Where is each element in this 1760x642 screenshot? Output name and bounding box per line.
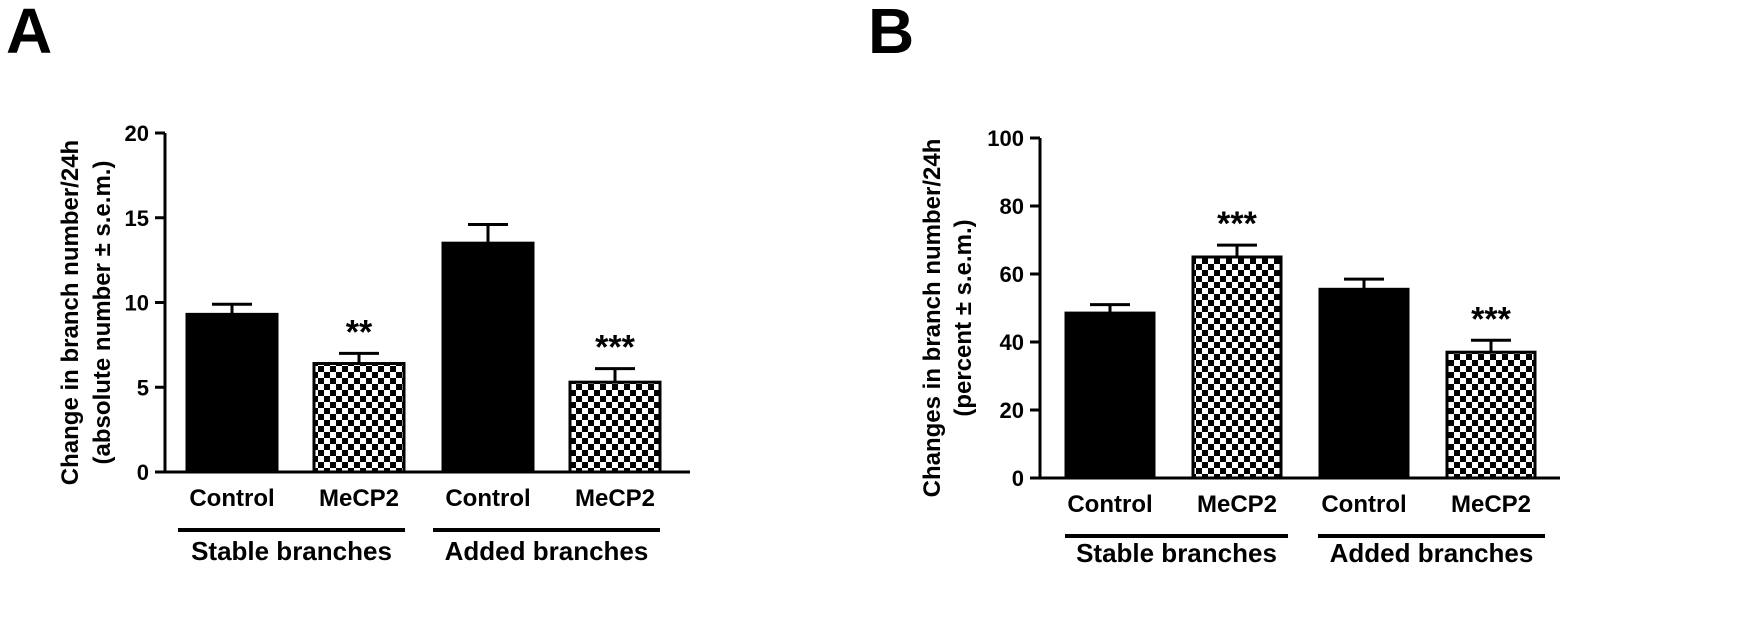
category-label: Control: [189, 485, 274, 512]
chart-b-svg: 0 20 40 60 80 100 Changes in branch number/24h…: [919, 126, 1560, 568]
y-tick-label: 0: [137, 460, 149, 485]
y-tick-label: 10: [125, 291, 149, 316]
bar-mecp2: [1191, 255, 1283, 480]
bar-control: [1064, 311, 1156, 480]
bar-mecp2: [1445, 350, 1537, 480]
bar-control: [185, 312, 279, 474]
category-label: Control: [1067, 491, 1152, 518]
chart-a-svg: 0 5 10 15 20 Change in branch number/24h (abso…: [57, 121, 690, 566]
y-tick-label: 15: [125, 206, 149, 231]
significance-marker: ***: [595, 329, 635, 367]
chart-panel-b: B 0 20 40 60 80 100 Changes in branch number/2…: [860, 0, 1760, 642]
bar-mecp2: [568, 380, 662, 474]
y-tick-label: 80: [1000, 194, 1024, 219]
y-tick-label: 5: [137, 375, 149, 400]
y-tick-label: 20: [125, 121, 149, 146]
category-label: Control: [1321, 491, 1406, 518]
bar-control: [441, 241, 535, 474]
significance-marker: ***: [1471, 300, 1511, 338]
group-label: Stable branches: [1076, 538, 1277, 568]
y-tick-label: 0: [1012, 466, 1024, 491]
y-axis-label-line2: (percent ± s.e.m.): [950, 219, 977, 416]
y-axis-label-line1: Changes in branch number/24h: [919, 139, 946, 498]
category-label: MeCP2: [575, 485, 655, 512]
bar-mecp2: [312, 362, 406, 474]
group-label: Stable branches: [191, 536, 392, 566]
y-axis-label-line2: (absolute number ± s.e.m.): [89, 161, 116, 465]
group-label: Added branches: [445, 536, 649, 566]
category-label: MeCP2: [1451, 491, 1531, 518]
significance-marker: **: [346, 313, 373, 351]
panel-letter-b: B: [868, 0, 915, 67]
significance-marker: ***: [1217, 205, 1257, 243]
y-tick-label: 20: [1000, 398, 1024, 423]
y-tick-label: 100: [987, 126, 1024, 151]
chart-panel-a: A 0 5 10 15 20 Change in branch number/24h (ab…: [0, 0, 860, 642]
y-tick-label: 60: [1000, 262, 1024, 287]
category-label: MeCP2: [319, 485, 399, 512]
y-axis-label-line1: Change in branch number/24h: [57, 140, 84, 485]
panel-letter-a: A: [6, 0, 53, 67]
bar-control: [1318, 287, 1410, 480]
y-tick-label: 40: [1000, 330, 1024, 355]
category-label: MeCP2: [1197, 491, 1277, 518]
group-label: Added branches: [1330, 538, 1534, 568]
category-label: Control: [445, 485, 530, 512]
